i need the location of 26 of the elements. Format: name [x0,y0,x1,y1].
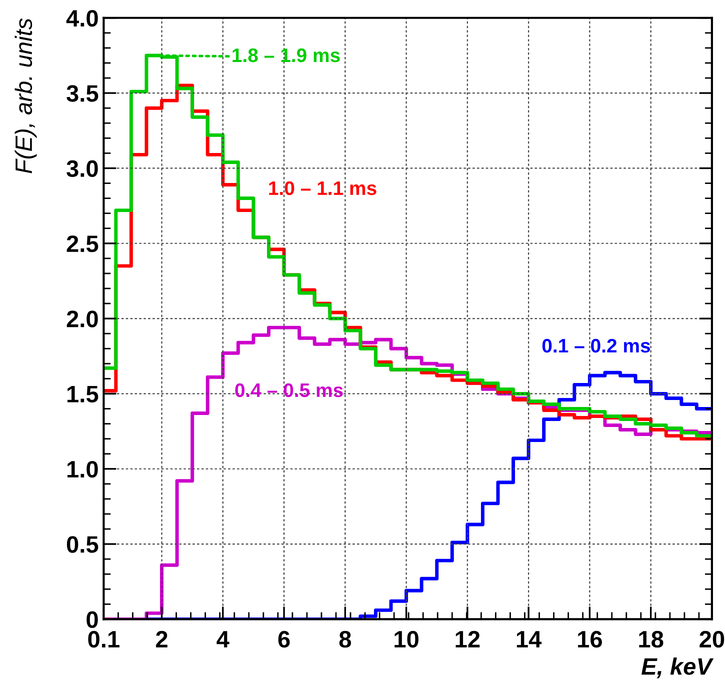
y-tick-label: 1.0 [67,460,98,478]
y-tick-label: 2.0 [66,310,98,328]
y-tick-label: 4.0 [66,10,98,27]
x-tick-label: 16 [578,630,602,648]
y-tick-label: 1.5 [67,386,98,402]
x-tick-label: 10 [394,630,418,648]
y-tick-label: 2.5 [66,235,98,252]
series-label: 1.0 – 1.1 ms [269,181,376,196]
x-tick-label: 18 [639,630,664,648]
x-tick-label: 12 [456,630,480,648]
x-tick-label: 0.1 [88,630,120,648]
y-tick-label: 3.5 [66,85,98,102]
x-tick-label: 2 [156,630,168,648]
x-tick-label: 6 [278,630,290,648]
x-tick-label: 14 [516,631,542,648]
y-tick-label: 0.5 [66,536,98,553]
x-tick-label: 8 [339,630,351,648]
series-label: 0.4 – 0.5 ms [235,383,343,398]
y-tick-label: 0 [86,611,98,628]
series-label: 0.1 – 0.2 ms [542,338,650,353]
legend-label: 1.8 – 1.9 ms [232,48,340,62]
y-tick-label: 3.0 [66,160,98,178]
x-tick-label: 4 [216,631,230,648]
y-axis-title: F(E), arb. units [14,18,37,174]
x-axis-title: E, keV [641,658,714,678]
x-tick-label: 20 [700,630,724,648]
